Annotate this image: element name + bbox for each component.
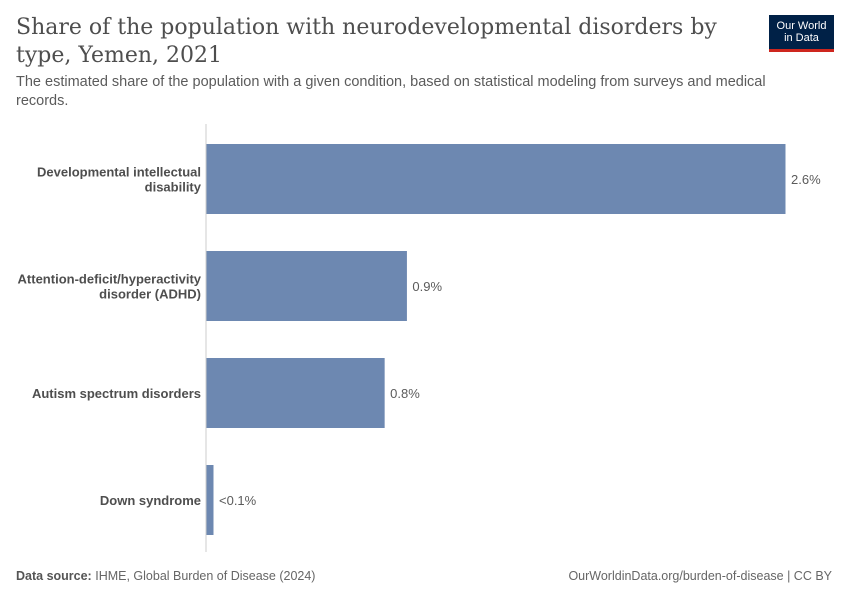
bar-value-label: 0.8% xyxy=(390,386,420,401)
data-source-label: Data source: xyxy=(16,569,92,583)
bar-value-label: <0.1% xyxy=(219,493,257,508)
data-source: Data source: IHME, Global Burden of Dise… xyxy=(16,569,315,583)
source-url[interactable]: OurWorldinData.org/burden-of-disease | C… xyxy=(568,569,832,583)
owid-logo[interactable]: Our World in Data xyxy=(769,15,834,52)
logo-line-2: in Data xyxy=(784,32,819,44)
category-label: Developmental intellectual disability xyxy=(37,165,202,195)
chart-subtitle: The estimated share of the population wi… xyxy=(16,74,766,109)
bar[interactable] xyxy=(206,465,214,535)
bar-value-label: 2.6% xyxy=(791,172,821,187)
data-source-text: IHME, Global Burden of Disease (2024) xyxy=(95,569,316,583)
category-label: Down syndrome xyxy=(100,493,201,508)
category-label: Autism spectrum disorders xyxy=(32,386,201,401)
category-label: Attention-deficit/hyperactivity disorder … xyxy=(18,272,202,302)
logo-line-1: Our World xyxy=(776,20,827,32)
bar[interactable] xyxy=(206,358,385,428)
bar[interactable] xyxy=(206,251,407,321)
chart-title: Share of the population with neurodevelo… xyxy=(16,15,717,68)
bar[interactable] xyxy=(206,144,786,214)
bar-value-label: 0.9% xyxy=(412,279,442,294)
